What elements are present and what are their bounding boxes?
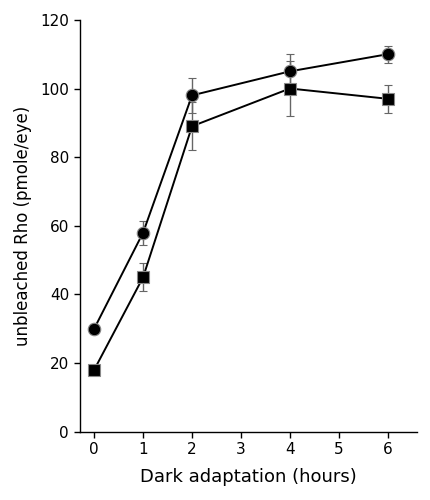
Y-axis label: unbleached Rho (pmole/eye): unbleached Rho (pmole/eye) — [14, 106, 32, 346]
X-axis label: Dark adaptation (hours): Dark adaptation (hours) — [140, 468, 356, 486]
